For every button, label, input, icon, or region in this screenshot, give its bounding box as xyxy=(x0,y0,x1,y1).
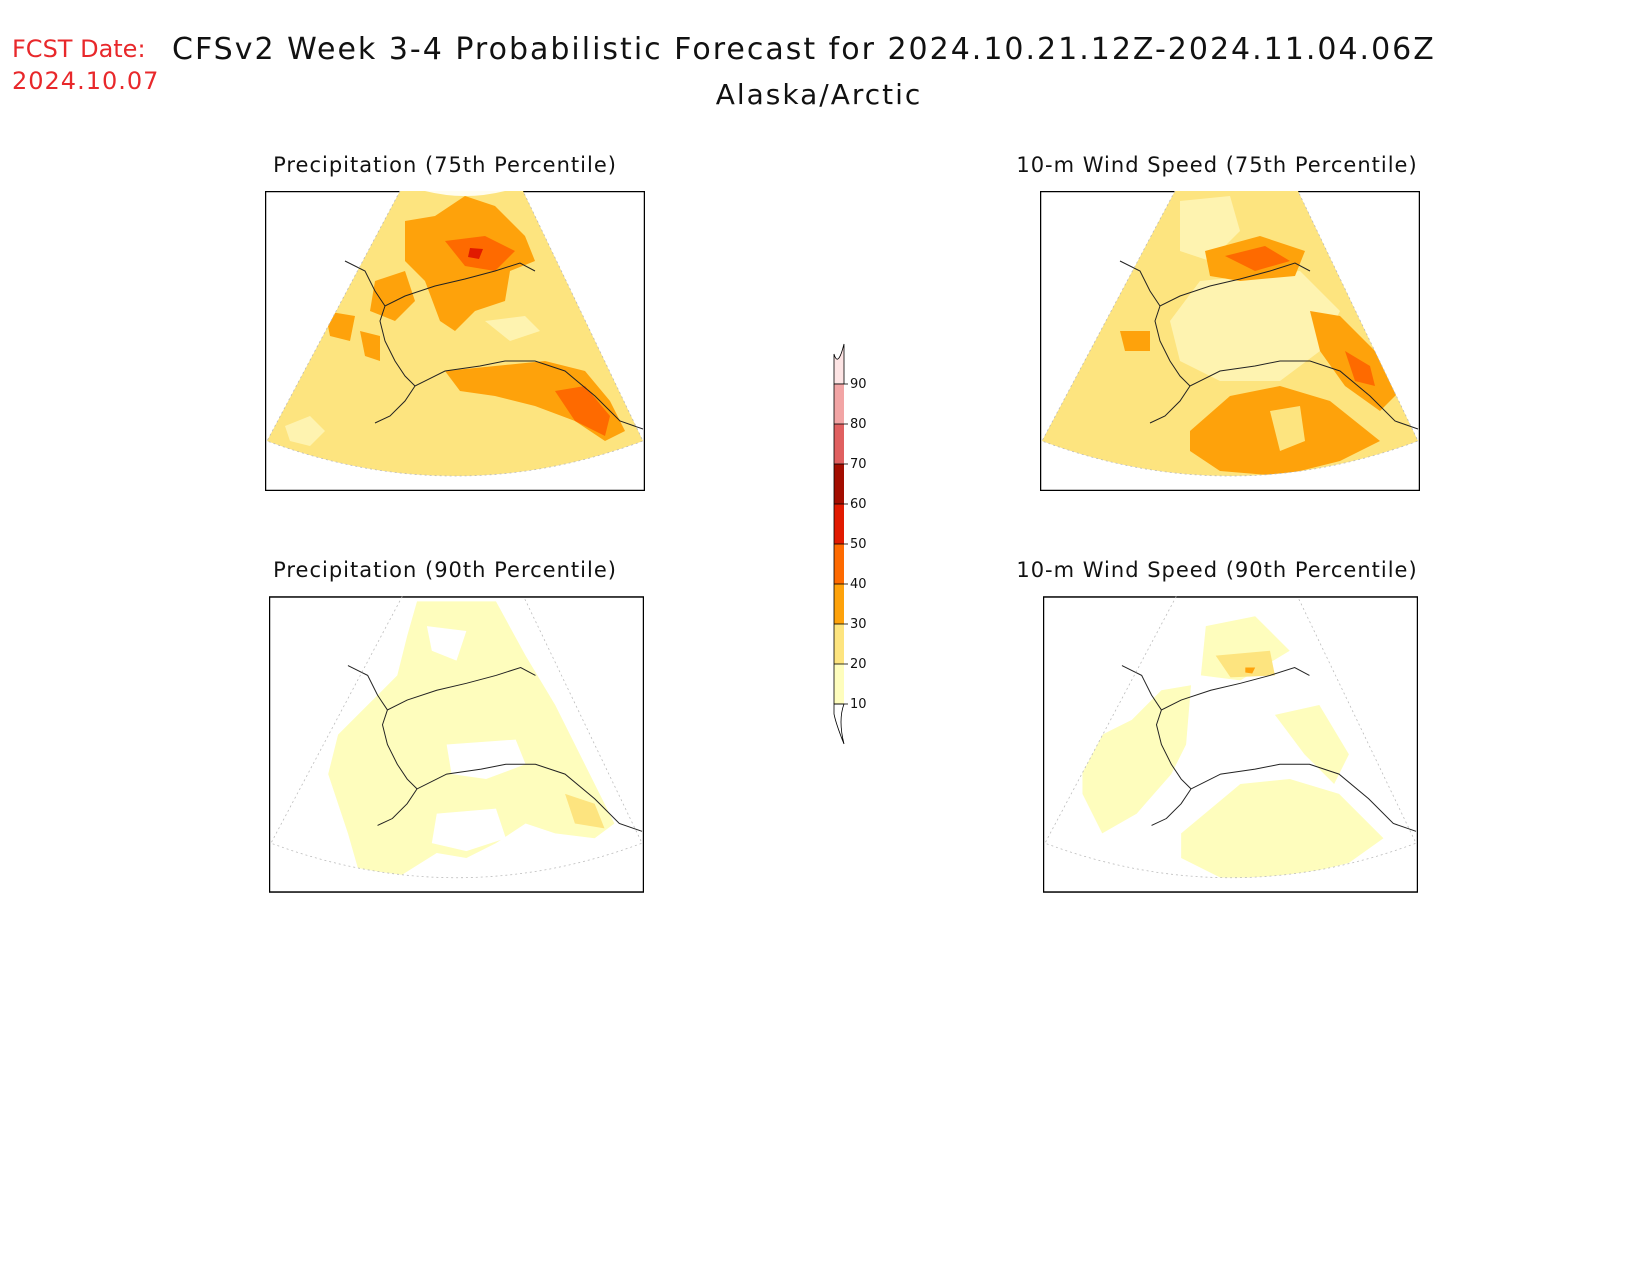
colorbar-segment xyxy=(834,544,844,584)
colorbar-segment xyxy=(834,624,844,664)
region-subtitle: Alaska/Arctic xyxy=(715,78,923,111)
colorbar-label: 70 xyxy=(850,457,867,472)
map-wind-90 xyxy=(1043,596,1418,893)
colorbar-segment xyxy=(834,464,844,504)
colorbar-label: 60 xyxy=(850,497,867,512)
colorbar-segment xyxy=(834,664,844,704)
colorbar-segment xyxy=(834,384,844,424)
colorbar-extension-bottom xyxy=(833,703,845,745)
colorbar-label: 20 xyxy=(850,657,867,672)
map-precip-90 xyxy=(269,596,644,893)
fcst-date-label: FCST Date: xyxy=(12,35,146,63)
panel-title-wind-90: 10-m Wind Speed (90th Percentile) xyxy=(1016,558,1418,582)
colorbar-label: 30 xyxy=(850,617,867,632)
colorbar-label: 90 xyxy=(850,377,867,392)
page-title: CFSv2 Week 3-4 Probabilistic Forecast fo… xyxy=(172,32,1436,67)
colorbar-label: 80 xyxy=(850,417,867,432)
colorbar-label: 40 xyxy=(850,577,867,592)
panel-title-wind-75: 10-m Wind Speed (75th Percentile) xyxy=(1016,153,1418,177)
colorbar-segment xyxy=(834,584,844,624)
fcst-date-value: 2024.10.07 xyxy=(12,67,160,95)
colorbar-segment xyxy=(834,504,844,544)
panel-title-precip-75: Precipitation (75th Percentile) xyxy=(273,153,617,177)
colorbar-label: 10 xyxy=(850,697,867,712)
map-precip-75 xyxy=(265,191,645,491)
map-wind-75 xyxy=(1040,191,1420,491)
colorbar-extension-top xyxy=(833,343,845,385)
colorbar-label: 50 xyxy=(850,537,867,552)
colorbar: 10 20 30 40 50 60 70 80 90 xyxy=(833,343,867,745)
panel-title-precip-90: Precipitation (90th Percentile) xyxy=(273,558,617,582)
colorbar-segment xyxy=(834,424,844,464)
